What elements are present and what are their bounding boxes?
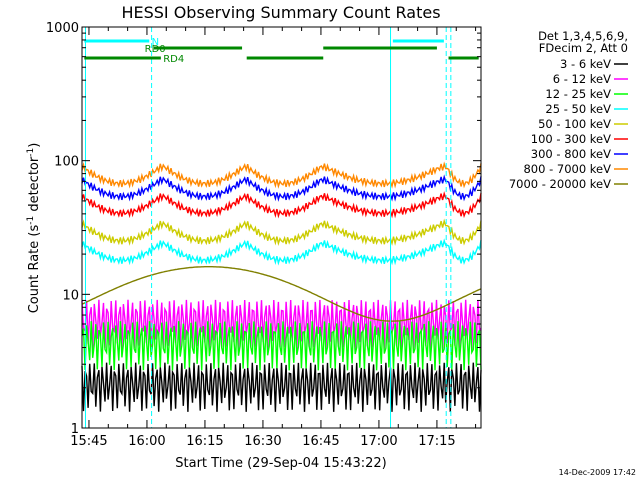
legend-label: 300 - 800 keV [531,147,611,161]
x-axis: 15:45 16:00 16:15 16:30 16:45 17:00 17:15 [70,27,477,449]
legend-label: 3 - 6 keV [560,57,611,71]
timestamp: 14-Dec-2009 17:42 [559,468,636,477]
plot-frame [81,26,482,429]
x-axis-title: Start Time (29-Sep-04 15:43:22) [175,456,386,471]
series-line-4 [81,218,482,247]
y-tick-label: 1000 [46,21,79,36]
x-tick-label: 17:00 [360,434,397,449]
series-line-2 [81,321,482,371]
x-tick-label: 16:30 [244,434,281,449]
legend-header-line-1: Det 1,3,4,5,6,9, [538,29,628,43]
x-tick-label: 15:45 [70,434,107,449]
series-line-7 [81,161,482,189]
flag-label: RD0 [145,44,166,55]
flag-label: RD4 [163,54,184,65]
y-tick-label: 100 [54,155,79,170]
series-line-5 [81,191,482,219]
legend-label: 800 - 7000 keV [523,162,611,176]
series-line-3 [81,238,482,266]
series-line-6 [81,174,482,202]
y-tick-label: 1 [71,422,79,437]
series-line-8 [81,266,482,322]
x-tick-label: 16:00 [128,434,165,449]
x-tick-label: 16:45 [302,434,339,449]
x-tick-label: 16:15 [186,434,223,449]
legend-label: 12 - 25 keV [545,87,611,101]
legend-label: 100 - 300 keV [531,132,611,146]
chart-title: HESSI Observing Summary Count Rates [121,3,440,22]
series-line-0 [81,362,482,412]
flag-label: N [152,37,159,48]
x-tick-label: 17:15 [418,434,455,449]
y-axis: 1 10 100 1000 [46,21,481,437]
legend: Det 1,3,4,5,6,9, FDecim 2, Att 0 3 - 6 k… [509,29,628,191]
y-tick-label: 10 [62,288,79,303]
legend-label: 7000 - 20000 keV [509,177,611,191]
y-axis-title: Count Rate (s-1 detector-1) [26,143,42,314]
legend-label: 50 - 100 keV [538,117,611,131]
series-line-1 [81,299,482,350]
legend-label: 6 - 12 keV [553,72,611,86]
legend-header-line-2: FDecim 2, Att 0 [539,41,628,55]
legend-label: 25 - 50 keV [545,102,611,116]
